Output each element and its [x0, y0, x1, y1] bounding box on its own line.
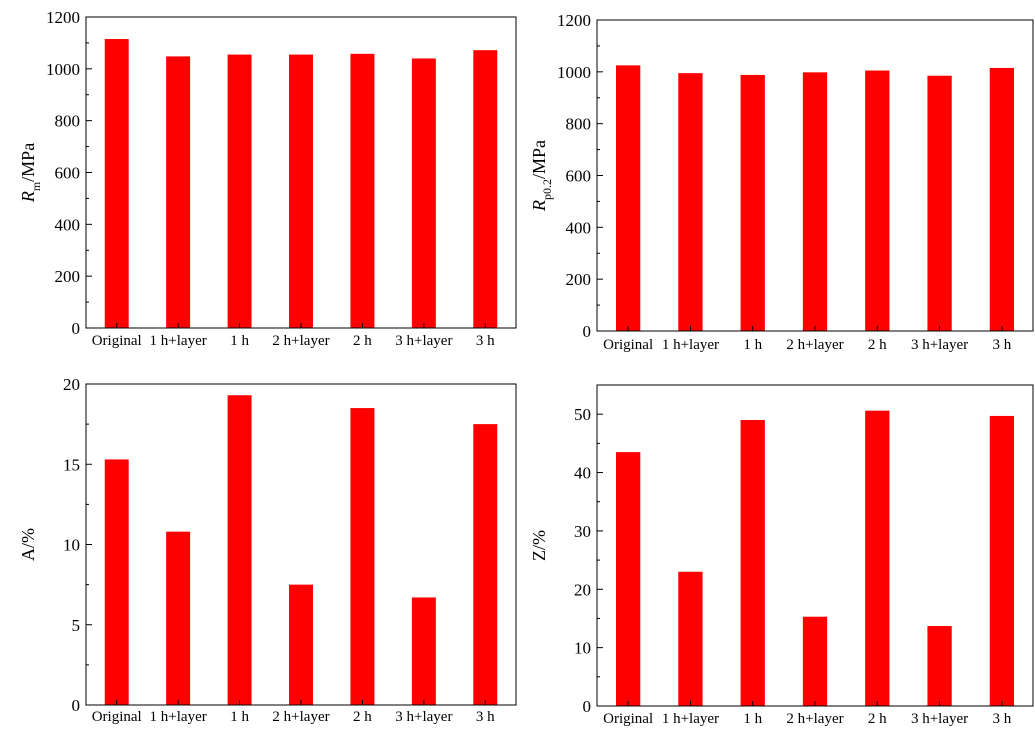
y-tick-label: 1000: [46, 60, 80, 79]
y-tick-label: 600: [55, 164, 81, 183]
bar-1-6: [411, 58, 436, 328]
x-category-label: 2 h+layer: [272, 709, 329, 725]
chart-panel-4: 0 10 20 30 40 50 Original 1 h+layer 1 h 2 h+layer…: [529, 384, 1034, 727]
x-category-label: 1 h+layer: [662, 711, 719, 727]
x-category-label: 1 h: [743, 711, 762, 727]
bar-3-2: [166, 531, 191, 705]
bar-2-3: [740, 74, 765, 332]
y-tick-label: 10: [63, 536, 80, 555]
y-tick-label: 1000: [557, 63, 591, 82]
y-tick-label: 200: [55, 267, 81, 286]
x-category-label: 3 h: [992, 711, 1011, 727]
bar-3-5: [350, 408, 375, 705]
bar-4-3: [740, 420, 765, 706]
x-category-label: 1 h: [743, 337, 762, 353]
x-category-label: 2 h: [353, 709, 372, 725]
bar-3-3: [227, 395, 252, 705]
y-axis-label-unit: /MPa: [18, 143, 38, 182]
x-category-label: 2 h: [868, 337, 887, 353]
x-category-label: 2 h+layer: [272, 333, 329, 349]
x-category-label: 3 h+layer: [911, 711, 968, 727]
bar-3-4: [289, 584, 313, 705]
chart-panel-3: 0 5 10 15 20 Original 1 h+layer 1 h 2 h+layer 2 h…: [18, 375, 517, 725]
bar-2-5: [865, 70, 890, 331]
x-category-label: 3 h+layer: [395, 333, 452, 349]
y-tick-label: 400: [55, 215, 81, 234]
bar-2-2: [678, 73, 703, 332]
y-axis-label-sub: m: [29, 181, 43, 191]
x-category-label: 1 h+layer: [150, 709, 207, 725]
bar-2-4: [802, 72, 828, 331]
y-tick-label: 50: [574, 405, 591, 424]
x-category-label: 1 h: [230, 709, 249, 725]
x-category-label: 3 h: [476, 333, 495, 349]
x-category-label: 1 h+layer: [150, 333, 207, 349]
bar-1-5: [350, 53, 375, 328]
y-tick-label: 1200: [46, 8, 80, 27]
chart-panel-1: 0 200 400 600 800 1000 1200 Original 1 h+layer 1 …: [18, 8, 517, 349]
bar-4-5: [865, 410, 890, 706]
x-category-label: 2 h: [868, 711, 887, 727]
y-tick-label: 0: [583, 322, 592, 341]
y-tick-label: 20: [63, 375, 80, 394]
bar-2-6: [927, 75, 952, 332]
x-category-label: 2 h+layer: [786, 711, 843, 727]
bar-4-7: [989, 415, 1015, 706]
x-category-label: Original: [92, 709, 142, 725]
y-tick-label: 600: [566, 167, 592, 186]
bar-1-1: [104, 39, 129, 328]
x-category-label: 3 h: [476, 709, 495, 725]
x-category-label: Original: [603, 337, 653, 353]
x-category-label: 3 h: [992, 337, 1011, 353]
bar-1-7: [473, 50, 498, 328]
bar-1-3: [227, 54, 252, 329]
y-axis-label-main: A/%: [18, 528, 38, 561]
y-tick-label: 10: [574, 639, 591, 658]
bar-2-7: [989, 67, 1015, 331]
y-tick-label: 800: [55, 112, 81, 131]
bar-4-1: [615, 452, 641, 706]
bar-3-1: [104, 459, 129, 705]
chart-panel-2: 0 200 400 600 800 1000 1200 Original 1 h+layer 1 …: [529, 11, 1034, 353]
y-axis-label: A/%: [18, 528, 38, 561]
y-tick-label: 20: [574, 580, 591, 599]
y-axis-label-main: R: [529, 200, 549, 212]
bar-4-6: [927, 626, 952, 706]
bar-1-2: [166, 56, 191, 328]
y-tick-label: 40: [574, 464, 591, 483]
x-category-label: Original: [92, 333, 142, 349]
y-axis-label-main: Z/%: [529, 530, 549, 561]
bar-4-2: [678, 571, 703, 706]
y-tick-label: 30: [574, 522, 591, 541]
y-tick-label: 200: [566, 270, 592, 289]
y-tick-label: 400: [566, 218, 592, 237]
y-tick-label: 0: [583, 697, 592, 716]
y-axis-label-unit: /MPa: [529, 140, 549, 179]
y-tick-label: 0: [72, 696, 81, 715]
y-tick-label: 0: [72, 319, 81, 338]
y-axis-label: Z/%: [529, 530, 549, 561]
x-category-label: 3 h+layer: [395, 709, 452, 725]
bar-1-4: [289, 54, 313, 329]
x-category-label: 3 h+layer: [911, 337, 968, 353]
x-category-label: 1 h: [230, 333, 249, 349]
x-category-label: 2 h: [353, 333, 372, 349]
x-category-label: Original: [603, 711, 653, 727]
y-axis-label: Rm/MPa: [18, 143, 43, 203]
bar-3-6: [411, 597, 436, 705]
y-axis-label: Rp0.2/MPa: [529, 140, 554, 212]
y-tick-label: 800: [566, 115, 592, 134]
y-axis-label-sub: p0.2: [540, 179, 554, 200]
bar-3-7: [473, 424, 498, 705]
y-tick-label: 15: [63, 455, 80, 474]
x-category-label: 2 h+layer: [786, 337, 843, 353]
bar-2-1: [615, 65, 641, 332]
y-tick-label: 5: [72, 616, 81, 635]
bar-4-4: [802, 616, 828, 706]
y-tick-label: 1200: [557, 11, 591, 30]
y-axis-label-main: R: [18, 191, 38, 203]
x-category-label: 1 h+layer: [662, 337, 719, 353]
